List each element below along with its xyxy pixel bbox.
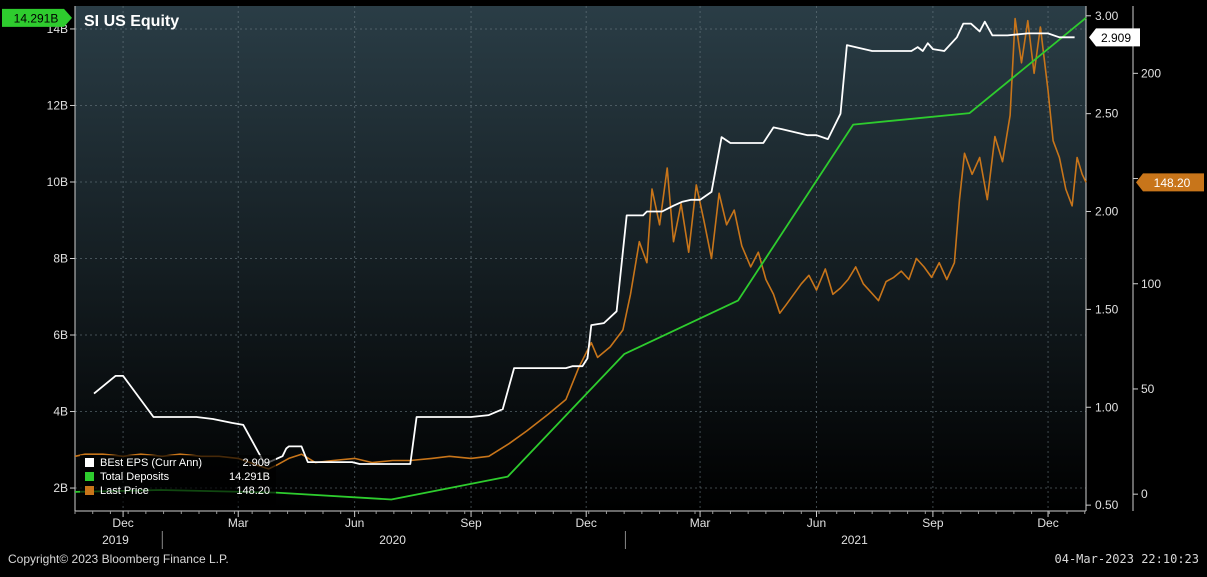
legend-label: Total Deposits [100,471,170,483]
x-year-label: 2020 [379,533,406,547]
copyright-text: Copyright© 2023 Bloomberg Finance L.P. [8,552,229,566]
legend-swatch [85,486,94,495]
legend-swatch [85,472,94,481]
x-tick-label: Dec [112,516,133,530]
x-tick-label: Dec [576,516,597,530]
x-tick-label: Dec [1037,516,1058,530]
eps-tick-label: 0.50 [1095,498,1119,512]
eps-tick-label: 2.00 [1095,205,1119,219]
price-tick-label: 0 [1141,487,1148,501]
legend-label: BEst EPS (Curr Ann) [100,457,202,469]
deposits-last-value-tag [2,8,72,27]
x-year-label: 2021 [841,533,868,547]
left-tick-label: 4B [53,405,68,419]
eps-last-value-text: 2.909 [1101,31,1131,45]
axes: 2B4B6B8B10B12B14B0.501.001.502.002.503.0… [47,6,1161,549]
legend: BEst EPS (Curr Ann) 2.909 Total Deposits 14… [80,455,276,505]
left-tick-label: 10B [47,175,68,189]
left-tick-label: 6B [53,328,68,342]
eps-last-value-tag [1089,28,1140,47]
chart-title: SI US Equity [84,13,179,30]
legend-value: 14.291B [229,471,270,483]
x-tick-label: Sep [922,516,944,530]
x-year-label: 2019 [102,533,129,547]
legend-value: 148.20 [236,485,270,497]
x-tick-label: Mar [690,516,711,530]
eps-tick-label: 1.50 [1095,302,1119,316]
price-last-value-tag [1136,173,1204,192]
x-tick-label: Sep [460,516,482,530]
price-tick-label: 100 [1141,277,1161,291]
left-tick-label: 2B [53,481,68,495]
eps-line [93,20,1075,465]
legend-box [80,455,276,505]
eps-tick-label: 3.00 [1095,9,1119,23]
legend-label: Last Price [100,485,149,497]
timestamp-text: 04-Mar-2023 22:10:23 [1054,552,1200,566]
deposits-last-value-text: 14.291B [14,11,59,25]
legend-swatch [85,458,94,467]
grid [75,6,1086,511]
left-tick-label: 8B [53,252,68,266]
legend-value: 2.909 [242,457,270,469]
x-tick-label: Jun [345,516,364,530]
eps-tick-label: 2.50 [1095,107,1119,121]
last-value-labels: 14.291B 2.909 148.20 [2,8,1204,192]
x-tick-label: Jun [807,516,826,530]
eps-tick-label: 1.00 [1095,400,1119,414]
left-tick-label: 12B [47,98,68,112]
price-tick-label: 200 [1141,66,1161,80]
x-tick-label: Mar [228,516,249,530]
price-tick-label: 50 [1141,382,1155,396]
price-line [74,17,1087,470]
price-last-value-text: 148.20 [1154,176,1191,190]
